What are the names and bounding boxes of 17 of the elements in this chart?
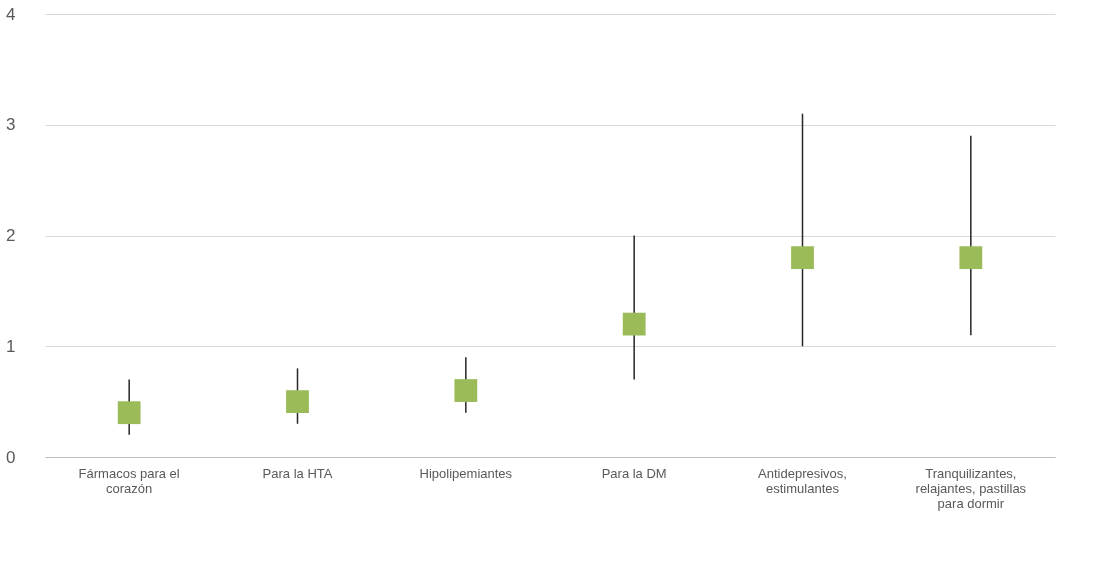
y-tick-label: 2 [6,226,16,245]
point [286,390,309,414]
point [791,246,814,270]
x-tick-label: Fármacos para el corazón [78,465,180,496]
y-tick-label: 3 [6,115,16,135]
y-tick-label: 1 [6,336,16,356]
point [959,246,983,270]
y-tick-label: 4 [6,4,16,24]
point [622,312,646,336]
y-tick-label: 0 [6,447,16,467]
x-tick-label: Antidepresivos, estimulantes [758,465,847,496]
x-tick-label: Hipolipemiantes [419,465,513,481]
x-tick-label: Para la HTA [262,465,333,481]
x-tick-label: Para la DM [601,465,667,481]
point [117,401,141,425]
x-tick-label: Tranquilizantes, relajantes, pastillas para dormir [915,465,1027,511]
point [454,379,478,402]
